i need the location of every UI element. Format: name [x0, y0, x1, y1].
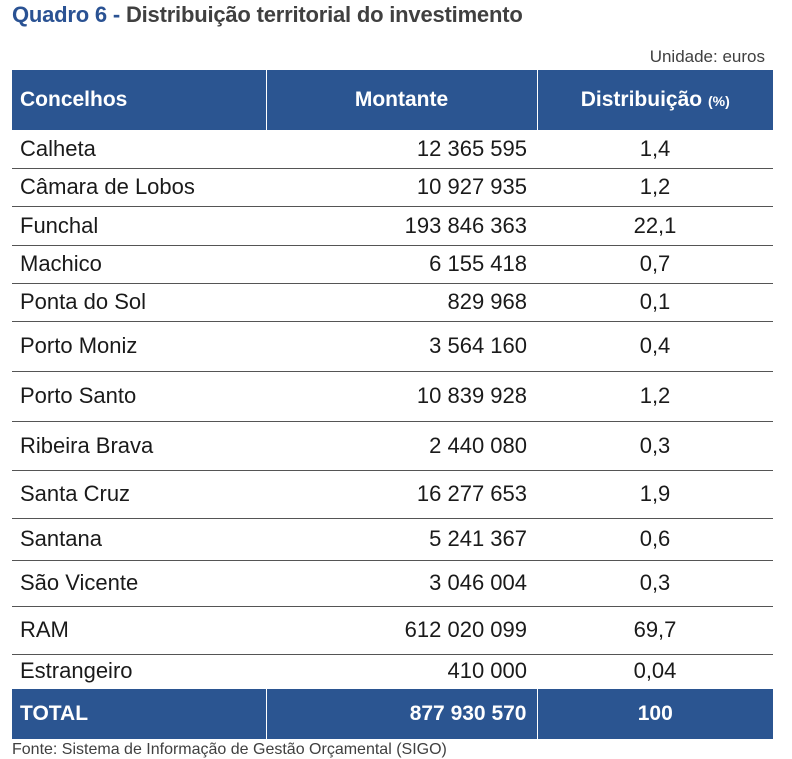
row-concelho: Porto Moniz: [12, 321, 266, 372]
row-distribuicao: 69,7: [537, 606, 773, 655]
row-montante: 10 839 928: [266, 371, 537, 422]
row-montante: 3 564 160: [266, 321, 537, 372]
row-distribuicao: 0,04: [537, 654, 773, 689]
row-montante: 3 046 004: [266, 560, 537, 607]
row-distribuicao: 1,4: [537, 130, 773, 169]
total-montante: 877 930 570: [266, 687, 538, 739]
row-montante: 10 927 935: [266, 168, 537, 207]
row-distribuicao: 0,6: [537, 518, 773, 561]
row-distribuicao: 0,7: [537, 245, 773, 284]
row-distribuicao: 1,2: [537, 168, 773, 207]
row-distribuicao: 0,3: [537, 421, 773, 471]
table-row: Ribeira Brava 2 440 080 0,3: [12, 421, 773, 471]
row-montante: 6 155 418: [266, 245, 537, 284]
header-distribuicao: Distribuição (%): [537, 70, 773, 130]
row-concelho: Ribeira Brava: [12, 421, 266, 471]
header-distribuicao-unit: (%): [707, 93, 730, 109]
header-concelhos: Concelhos: [12, 70, 267, 130]
row-concelho: São Vicente: [12, 560, 266, 607]
row-concelho: Calheta: [12, 130, 266, 169]
row-concelho: Porto Santo: [12, 371, 266, 422]
table-row: Porto Moniz 3 564 160 0,4: [12, 321, 773, 372]
row-distribuicao: 1,2: [537, 371, 773, 422]
table-row: Santa Cruz 16 277 653 1,9: [12, 470, 773, 519]
table-row: Ponta do Sol 829 968 0,1: [12, 283, 773, 322]
row-distribuicao: 1,9: [537, 470, 773, 519]
total-row: TOTAL 877 930 570 100: [12, 687, 773, 739]
row-distribuicao: 22,1: [537, 206, 773, 246]
row-montante: 5 241 367: [266, 518, 537, 561]
table-number: Quadro 6 -: [12, 2, 121, 27]
table-title: Distribuição territorial do investimento: [125, 2, 523, 27]
row-concelho: Ponta do Sol: [12, 283, 266, 322]
unit-label: Unidade: euros: [649, 47, 765, 66]
row-distribuicao: 0,1: [537, 283, 773, 322]
table-row: Calheta 12 365 595 1,4: [12, 130, 773, 169]
row-montante: 829 968: [266, 283, 537, 322]
investment-table: Concelhos Montante Distribuição (%) Calh…: [12, 70, 773, 739]
table-row: Estrangeiro 410 000 0,04: [12, 654, 773, 689]
row-montante: 410 000: [266, 654, 537, 689]
row-concelho: Santana: [12, 518, 266, 561]
row-concelho: Santa Cruz: [12, 470, 266, 519]
total-distribuicao: 100: [537, 687, 773, 739]
row-montante: 193 846 363: [266, 206, 537, 246]
header-row: Concelhos Montante Distribuição (%): [12, 70, 773, 130]
page-title: Quadro 6 - Distribuição territorial do i…: [12, 2, 523, 28]
row-concelho: Câmara de Lobos: [12, 168, 266, 207]
row-concelho: Funchal: [12, 206, 266, 246]
row-concelho: Machico: [12, 245, 266, 284]
row-distribuicao: 0,3: [537, 560, 773, 607]
table-row: Funchal 193 846 363 22,1: [12, 206, 773, 246]
header-distribuicao-label: Distribuição: [580, 88, 703, 111]
row-concelho: RAM: [12, 606, 266, 655]
header-montante: Montante: [266, 70, 538, 130]
row-montante: 612 020 099: [266, 606, 537, 655]
total-label: TOTAL: [12, 687, 267, 739]
table-row: São Vicente 3 046 004 0,3: [12, 560, 773, 607]
table-row: Machico 6 155 418 0,7: [12, 245, 773, 284]
table-row: Porto Santo 10 839 928 1,2: [12, 371, 773, 422]
source-note: Fonte: Sistema de Informação de Gestão O…: [12, 741, 447, 758]
row-montante: 16 277 653: [266, 470, 537, 519]
table-row: Câmara de Lobos 10 927 935 1,2: [12, 168, 773, 207]
row-concelho: Estrangeiro: [12, 654, 266, 689]
table-row: Santana 5 241 367 0,6: [12, 518, 773, 561]
table-row: RAM 612 020 099 69,7: [12, 606, 773, 655]
row-distribuicao: 0,4: [537, 321, 773, 372]
row-montante: 2 440 080: [266, 421, 537, 471]
row-montante: 12 365 595: [266, 130, 537, 169]
